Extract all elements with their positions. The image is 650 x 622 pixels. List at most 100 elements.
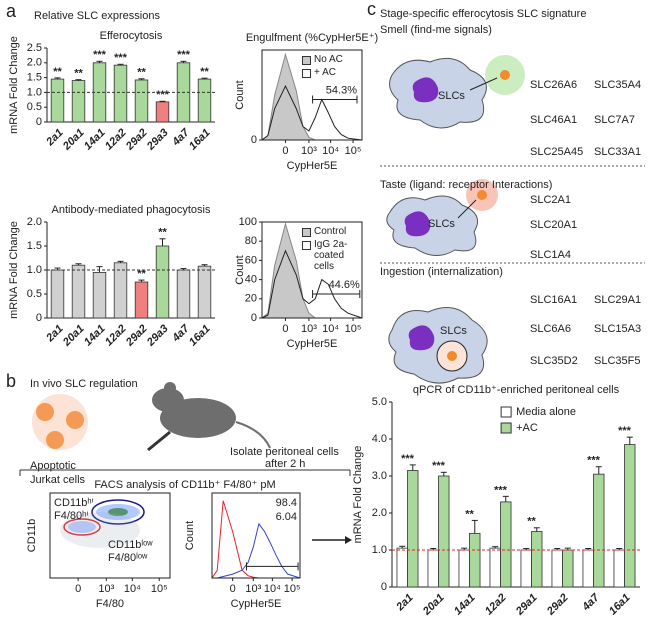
y-axis-label: Count: [184, 521, 196, 550]
gene: SLC25A45: [530, 146, 583, 158]
bar: [427, 549, 439, 588]
bar: [469, 532, 481, 588]
significance: **: [158, 227, 167, 239]
legend-item: No AC: [302, 54, 364, 65]
y-tick-label: 1.5: [27, 72, 42, 84]
y-axis-label: Count: [234, 255, 246, 284]
x-tick-label: 10⁴: [322, 323, 339, 335]
legend-swatch: [302, 69, 311, 78]
stage-title: Taste (ligand: receptor Interactions): [380, 179, 552, 191]
x-tick-label: 29a3: [144, 127, 171, 154]
legend-item: + AC: [302, 67, 364, 78]
legend-label: IgG 2a-coated cells: [314, 239, 348, 272]
x-tick-label: 14a1: [82, 127, 108, 153]
legend-swatch: [302, 241, 311, 250]
significance: ***: [93, 49, 107, 61]
gene: SLC35D2: [530, 355, 578, 367]
y-axis-label: CD11b: [26, 519, 38, 552]
x-tick-label: 10⁵: [345, 145, 362, 157]
x-tick-label: 10⁴: [322, 145, 339, 157]
x-tick-label: 10⁵: [151, 583, 168, 595]
panel-label: b: [6, 371, 16, 391]
x-axis-label: F4/80: [96, 598, 124, 610]
significance: **: [465, 508, 474, 520]
bar: [458, 549, 470, 588]
x-tick-label: 10³: [245, 583, 261, 595]
cell-illustrations: [380, 55, 645, 384]
gate-label: CD11bʰⁱ: [54, 497, 94, 509]
bar: [582, 549, 594, 588]
significance: ***: [494, 484, 508, 496]
bar: [113, 262, 128, 319]
significance: **: [137, 67, 146, 79]
significance: **: [137, 268, 146, 280]
cells-label: Jurkat cells: [30, 474, 86, 486]
y-tick-label: 80: [245, 235, 257, 247]
isolate-label: after 2 h: [265, 458, 305, 470]
x-tick-label: 20a1: [60, 127, 87, 154]
y-tick-label: 60: [245, 254, 257, 266]
significance: ***: [114, 52, 128, 64]
gene: SLC7A7: [594, 114, 635, 126]
bar: [500, 501, 512, 588]
bar: [489, 547, 501, 588]
chart-title: Engulfment (%CypHer5E⁺): [246, 32, 378, 44]
legend-swatch: [302, 56, 311, 65]
gene: SLC35A4: [594, 79, 641, 91]
y-tick-label: 1.5: [27, 240, 42, 252]
stage-title: Smell (find-me signals): [380, 24, 492, 36]
significance: **: [200, 66, 209, 78]
y-tick-label: 3.0: [372, 470, 387, 482]
gate-value: 98.4: [276, 497, 297, 509]
bar: [50, 78, 65, 123]
bar: [396, 547, 408, 588]
y-tick-label: 0.5: [27, 101, 42, 113]
y-tick-label: 40: [245, 274, 257, 286]
panel-title: In vivo SLC regulation: [30, 378, 138, 390]
x-tick-label: 10⁵: [284, 583, 301, 595]
cell-label: SLCs: [428, 218, 455, 230]
x-tick-label: 16a1: [607, 592, 633, 618]
x-tick-label: 10⁴: [264, 583, 281, 595]
significance: ***: [618, 425, 632, 437]
bar: [92, 271, 107, 319]
legend-item: IgG 2a-coated cells: [302, 239, 364, 272]
legend-swatch: [500, 406, 512, 418]
significance: **: [53, 66, 62, 78]
x-tick-label: 10⁴: [124, 583, 141, 595]
y-tick-label: 100: [239, 216, 257, 228]
y-axis-label: mRNA Fold Change: [352, 446, 364, 544]
y-tick-label: 4.0: [372, 433, 387, 445]
bar: [520, 549, 532, 588]
experiment-illustration: [19, 382, 352, 544]
y-tick-label: 0: [251, 134, 257, 146]
significance: ***: [401, 453, 415, 465]
gate-label: 54.3%: [326, 84, 357, 96]
x-tick-label: 29a2: [123, 127, 150, 154]
significance: ***: [177, 49, 191, 61]
significance: **: [527, 516, 536, 528]
legend: No AC + AC: [302, 54, 364, 78]
y-tick-label: 0: [381, 581, 387, 593]
bar: [113, 64, 128, 123]
gate-value: 6.04: [276, 511, 297, 523]
gene: SLC46A1: [530, 114, 577, 126]
x-axis-label: CypHer5E: [231, 598, 282, 610]
panel-title: Relative SLC expressions: [34, 10, 160, 22]
gene: SLC16A1: [530, 294, 577, 306]
isolate-label: Isolate peritoneal cells: [230, 446, 339, 458]
y-tick-label: 0: [36, 116, 42, 128]
gene: SLC6A6: [530, 323, 571, 335]
gate-label: 44.6%: [329, 279, 360, 291]
x-axis-label: CypHer5E: [287, 338, 338, 350]
gene: SLC20A1: [530, 219, 577, 231]
bar: [624, 444, 636, 588]
x-tick-label: 29a2: [544, 592, 571, 619]
bar: [155, 245, 170, 319]
x-tick-label: 2a1: [394, 592, 416, 614]
legend-label: +AC: [516, 422, 538, 434]
gene: SLC29A1: [594, 294, 641, 306]
y-tick-label: 0.5: [27, 288, 42, 300]
legend-label: Control: [314, 226, 347, 237]
